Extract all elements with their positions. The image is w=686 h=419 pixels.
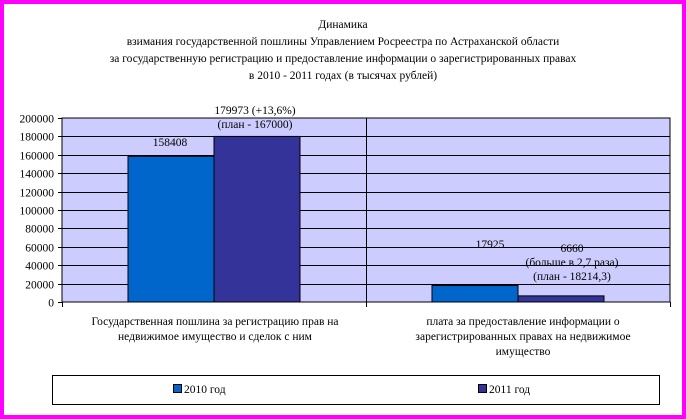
y-tick-label: 160000 bbox=[20, 151, 55, 163]
legend-item-2011: 2011 год bbox=[478, 384, 530, 397]
bar-2011-cat-1 bbox=[213, 135, 301, 303]
category-label-registration: Государственная пошлина за регистрацию п… bbox=[91, 316, 339, 343]
legend-swatch-2010 bbox=[173, 384, 182, 393]
y-tick-label: 120000 bbox=[20, 188, 55, 200]
legend-swatch-2011 bbox=[478, 384, 487, 393]
legend-label-2010: 2010 год bbox=[184, 384, 226, 396]
data-label-2011-cat-2: 6660 (больше в 2,7 раза) (план - 18214,3) bbox=[526, 243, 619, 283]
y-tick-label: 60000 bbox=[25, 243, 54, 255]
y-tick-label: 100000 bbox=[20, 206, 55, 218]
legend-item-2010: 2010 год bbox=[173, 384, 226, 397]
category-label-information: плата за предоставление информации о зар… bbox=[415, 316, 631, 358]
y-tick-label: 80000 bbox=[25, 224, 54, 236]
chart-title-line-2: взимания государственной пошлины Управле… bbox=[126, 36, 560, 48]
y-tick-label: 20000 bbox=[25, 280, 54, 292]
chart-title-line-1: Динамика bbox=[318, 19, 368, 31]
bar-2010-cat-2 bbox=[431, 285, 519, 303]
chart-title-line-4: в 2010 - 2011 годах (в тысячах рублей) bbox=[248, 70, 438, 82]
y-tick-label: 140000 bbox=[20, 169, 55, 181]
y-tick-label: 200000 bbox=[20, 114, 55, 126]
data-label-2010-cat-2: 17925 bbox=[476, 239, 505, 251]
legend: 2010 год 2011 год bbox=[52, 375, 660, 405]
bar-2010-cat-1 bbox=[127, 155, 215, 303]
y-tick-label: 180000 bbox=[20, 132, 55, 144]
bar-2011-cat-2 bbox=[517, 295, 605, 303]
y-tick-label: 0 bbox=[48, 298, 54, 310]
legend-label-2011: 2011 год bbox=[489, 384, 531, 396]
data-label-2010-cat-1: 158408 bbox=[153, 137, 188, 149]
y-tick-label: 40000 bbox=[25, 261, 54, 273]
chart-title-line-3: за государственную регистрацию и предост… bbox=[109, 53, 577, 65]
data-label-2011-cat-1: 179973 (+13,6%) (план - 167000) bbox=[214, 105, 295, 131]
